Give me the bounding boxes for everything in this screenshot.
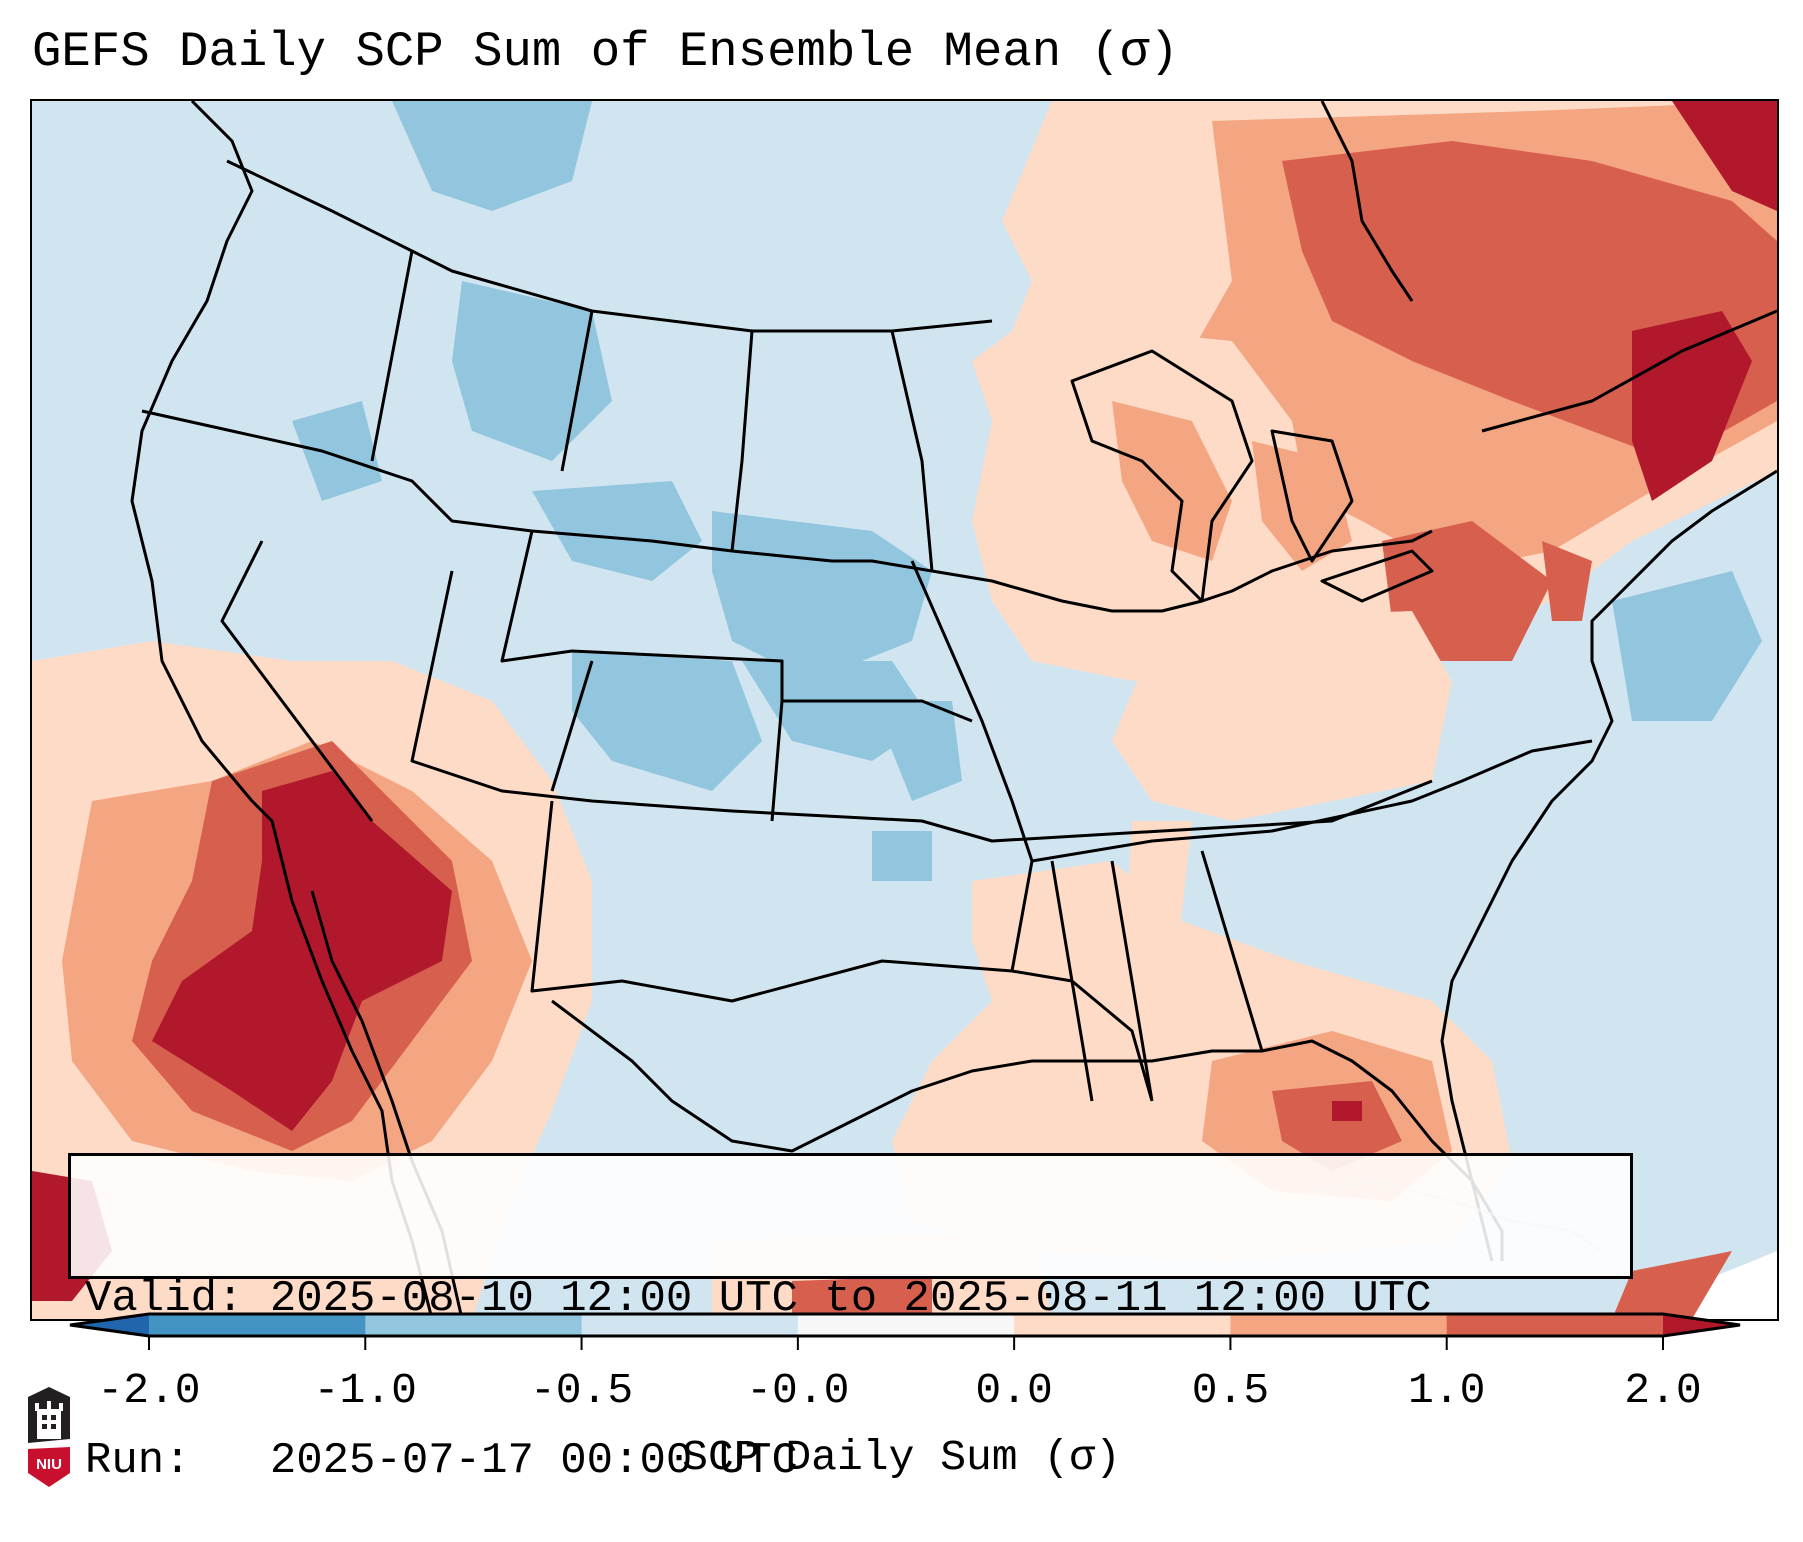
colorbar-bin — [581, 1314, 799, 1336]
west-coast — [130, 101, 434, 1319]
gulf-coast — [551, 999, 1504, 1261]
anomaly-field-map — [32, 101, 1777, 1319]
positive-anomaly-northeast — [972, 101, 1777, 661]
positive-anomaly-great-lakes — [972, 321, 1352, 681]
positive-anomaly-southwest — [32, 641, 592, 1319]
niu-logo: NIU — [28, 1387, 70, 1487]
colorbar — [69, 1312, 1741, 1350]
validity-info-box: Valid: 2025-08-10 12:00 UTC to 2025-08-1… — [68, 1153, 1633, 1486]
logo-text: NIU — [36, 1456, 62, 1473]
colorbar-extend-over — [1663, 1314, 1740, 1336]
border-verticals-mid — [550, 560, 1034, 862]
colorbar-tick-label: 2.0 — [1624, 1366, 1702, 1415]
border-tier-3 — [1031, 739, 1593, 863]
colorbar-bin — [149, 1314, 366, 1336]
lake-superior-michigan — [1070, 349, 1254, 603]
chart-title: GEFS Daily SCP Sum of Ensemble Mean (σ) — [32, 24, 1179, 80]
colorbar-tick-label: -1.0 — [313, 1366, 417, 1415]
run-time-text: Run: 2025-07-17 00:00 UTC — [85, 1436, 798, 1486]
colorbar-extend-under — [70, 1314, 149, 1336]
colorbar-tick-label: 1.0 — [1407, 1366, 1486, 1415]
colorbar-tick-label: -0.5 — [529, 1366, 634, 1415]
colorbar-bin — [1446, 1314, 1664, 1336]
lake-huron — [1270, 429, 1354, 563]
colorbar-tick-label: 0.5 — [1191, 1366, 1270, 1415]
border-tier-2b — [500, 530, 973, 723]
st-lawrence — [1481, 309, 1777, 433]
colorbar-tick-label: 0.0 — [975, 1366, 1053, 1415]
positive-anomaly-cuba-patch — [1612, 1251, 1732, 1319]
colorbar-tick-label: -2.0 — [97, 1366, 201, 1415]
colorbar-label: SCP Daily Sum (σ) — [682, 1433, 1121, 1482]
border-tier-2 — [220, 540, 1433, 843]
colorbar-bin — [1014, 1314, 1231, 1336]
hudson-bay-shore — [1320, 101, 1414, 302]
colorbar-bin — [797, 1314, 1015, 1336]
positive-anomaly-bottom-patch — [792, 1276, 932, 1319]
projection-edge-right — [1592, 1251, 1777, 1319]
map-panel — [30, 99, 1779, 1321]
border-verticals-south — [1011, 850, 1264, 1102]
lake-erie — [1320, 549, 1434, 603]
positive-anomaly-ohio-valley — [1112, 611, 1452, 821]
colorbar-bin — [1230, 1314, 1448, 1336]
state-borders — [141, 159, 1593, 1102]
colorbar-bin — [365, 1314, 583, 1336]
border-verticals-north — [370, 250, 934, 572]
colorbar-tick-label: -0.0 — [746, 1366, 850, 1415]
east-coast — [1440, 469, 1777, 1262]
northern-border — [226, 159, 993, 333]
